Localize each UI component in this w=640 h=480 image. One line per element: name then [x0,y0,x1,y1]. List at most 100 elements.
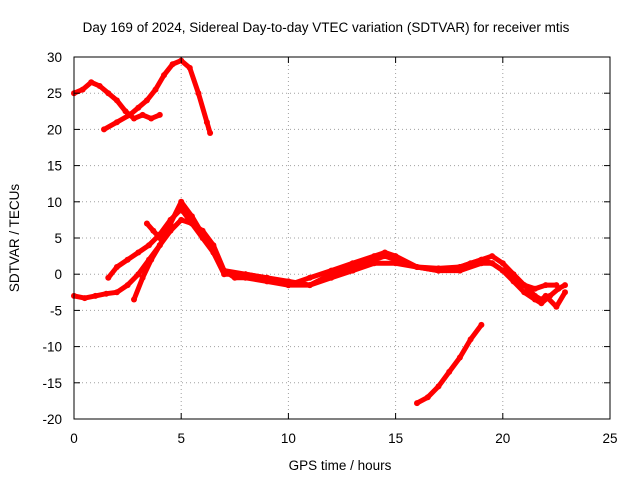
x-tick-label: 25 [602,431,617,446]
data-point [207,130,214,136]
data-point [169,61,176,68]
data-point [510,271,517,278]
data-point [135,271,142,278]
data-point [242,271,249,278]
data-point [124,256,131,263]
data-point [88,79,95,86]
y-tick-label: 10 [47,195,62,210]
data-point [156,111,163,118]
data-point [101,126,107,133]
data-point [521,289,528,296]
data-point [478,256,485,263]
data-point [178,216,185,223]
y-tick-label: 30 [47,50,62,65]
data-point [478,321,485,328]
data-point [152,86,159,93]
data-series [71,57,568,407]
data-point [103,290,110,297]
y-tick-label: 0 [54,267,62,282]
x-tick-label: 10 [281,431,296,446]
data-point [143,97,150,104]
data-point [562,282,568,289]
data-point [435,383,442,390]
data-point [131,115,137,122]
data-point [532,292,538,299]
data-point [105,90,112,97]
series-arc-main-2 [105,206,568,306]
data-point [435,267,442,274]
y-tick-label: -10 [42,340,62,355]
x-tick-label: 20 [495,431,510,446]
y-tick-label: 20 [47,122,62,137]
data-point [122,108,129,115]
data-point [150,227,157,234]
y-axis-label: SDTVAR / TECUs [7,184,22,293]
data-point [113,264,120,270]
data-point [210,249,217,256]
data-point [143,220,150,227]
data-point [446,368,453,375]
data-point [139,111,146,118]
plot-frame [73,56,611,420]
data-point [113,289,120,296]
data-point [113,119,120,126]
data-point [467,336,474,343]
data-point [371,256,378,263]
data-point [392,256,399,263]
data-point [124,282,131,289]
x-tick-label: 0 [70,431,78,446]
data-point [285,278,292,285]
data-point [131,296,137,303]
x-tick-label: 5 [177,431,185,446]
y-tick-label: -5 [50,303,62,318]
data-point [349,264,356,270]
data-point [199,231,206,238]
y-tick-label: 25 [47,86,62,101]
data-point [381,253,388,260]
data-point [489,253,496,260]
y-tick-label: 5 [54,231,62,246]
data-point [306,282,313,289]
data-point [96,83,103,89]
data-point [79,86,86,93]
data-point [105,274,112,281]
data-point [81,295,88,302]
x-tick-label: 15 [388,431,403,446]
data-point [156,235,163,241]
y-tick-label: -15 [42,376,62,391]
data-point [328,271,335,278]
data-point [178,198,185,205]
data-point [221,271,228,278]
data-point [538,296,545,303]
data-point [203,119,210,126]
data-point [92,292,99,299]
data-point [264,274,270,281]
data-point [489,260,496,267]
data-point [113,97,120,104]
data-point [135,104,142,111]
data-point [148,256,155,263]
data-point [135,249,142,256]
data-point [414,264,420,270]
data-point [156,242,163,249]
data-point [456,354,463,361]
data-point [532,285,538,292]
data-point [146,242,152,249]
data-point [148,115,155,122]
x-axis-label: GPS time / hours [289,458,392,473]
data-point [510,278,517,285]
data-point [553,303,560,310]
series-arc-main-3 [131,199,568,310]
axis-ticks: 0 5 10 15 20 25 -20 -15 -10 -5 0 5 10 15 20 25 30 [42,50,617,446]
data-point [167,220,174,227]
data-point [456,264,463,270]
data-point [306,274,313,281]
data-point [521,282,528,289]
data-point [161,72,167,79]
data-point [555,285,562,292]
data-point [414,400,420,407]
data-point [195,90,202,97]
y-tick-label: 15 [47,159,62,174]
y-tick-label: -20 [42,412,62,427]
